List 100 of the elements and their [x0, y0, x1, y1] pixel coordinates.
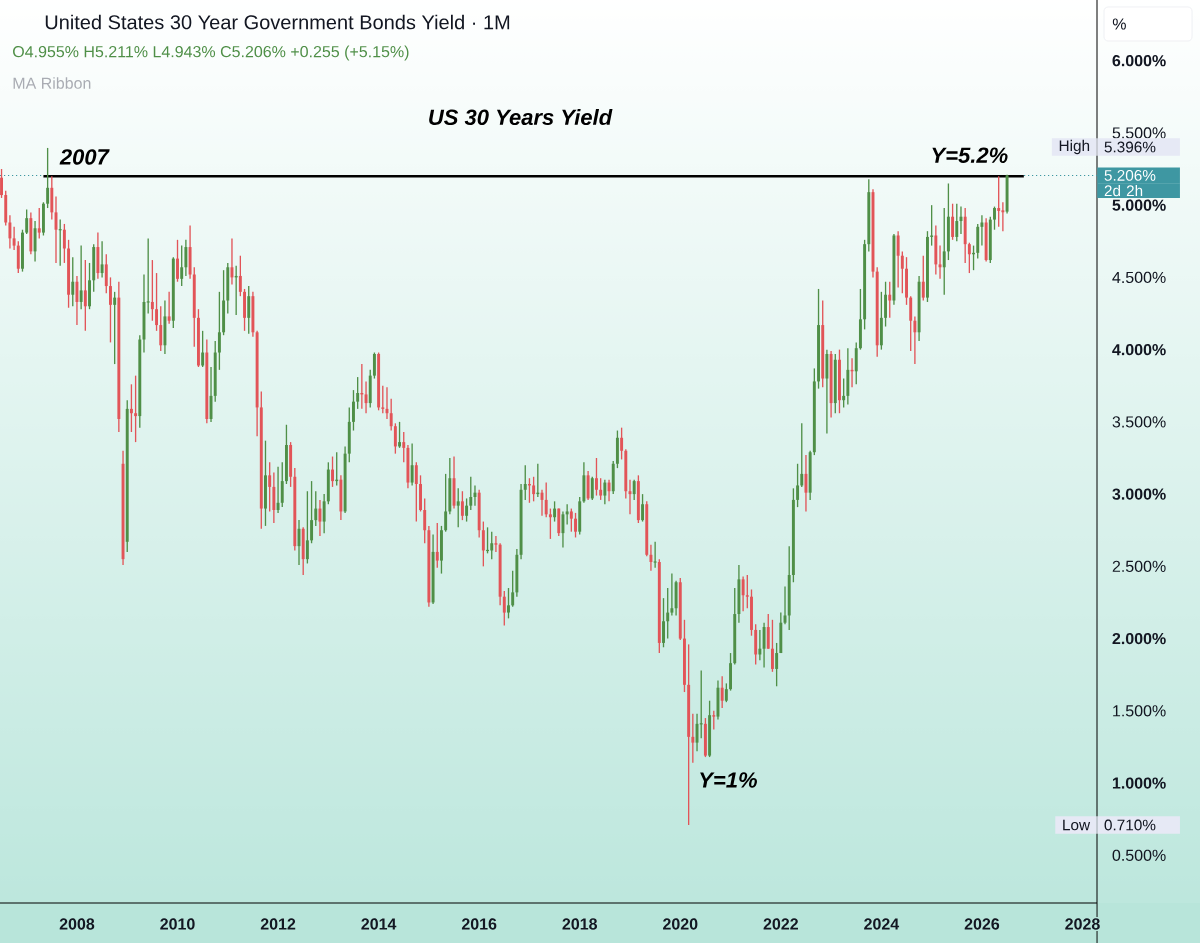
y-tick-label: 5.500% [1112, 127, 1166, 139]
x-tick-label: 2008 [59, 918, 95, 930]
candlestick [770, 619, 774, 673]
x-tick-label: 2022 [763, 918, 798, 930]
candlestick [896, 230, 900, 289]
candlestick [900, 250, 904, 294]
candlestick [632, 479, 636, 501]
candlestick [419, 474, 422, 513]
candlestick [766, 613, 770, 650]
annotation: High [1059, 139, 1090, 155]
candlestick [888, 281, 892, 319]
candlestick [595, 457, 598, 497]
candlestick [511, 570, 515, 608]
candlestick [607, 479, 611, 503]
candlestick [762, 622, 766, 669]
candlestick [364, 380, 368, 414]
text: 5.396% [1104, 141, 1156, 153]
candlestick [838, 348, 841, 414]
candlestick [724, 682, 728, 703]
y-axis-title: % [1112, 18, 1126, 30]
annotation: Low [1063, 819, 1091, 831]
y-tick-label: 2.000% [1112, 632, 1166, 645]
text: 0.710% [1104, 819, 1156, 831]
candlestick [12, 226, 16, 251]
candlestick [389, 398, 393, 432]
candlestick [750, 588, 753, 637]
candlestick [1001, 201, 1005, 232]
candlestick [905, 256, 908, 306]
y-tick-label: 3.000% [1112, 488, 1166, 500]
candlestick [662, 597, 665, 648]
y-tick-label: 2.500% [1112, 560, 1166, 573]
y-tick-label: 6.000% [1112, 55, 1166, 67]
candlestick [402, 431, 406, 463]
candlestick [109, 276, 112, 344]
candlestick [104, 253, 108, 294]
candlestick [666, 587, 670, 640]
candlestick [356, 376, 360, 410]
candlestick [150, 259, 154, 322]
candlestick [553, 500, 557, 523]
x-tick-label: 2014 [361, 918, 397, 930]
candlestick [817, 288, 820, 390]
candlestick [720, 675, 724, 709]
candlestick [469, 476, 473, 511]
text: United States 30 Year Government Bonds Yield · 1M [45, 14, 510, 30]
candlestick [134, 374, 138, 443]
x-tick-label: 2016 [461, 918, 497, 930]
candlestick [318, 499, 322, 537]
candlestick [146, 237, 150, 315]
x-tick-label: 2028 [1065, 918, 1100, 930]
candlestick [653, 541, 657, 569]
candlestick [322, 493, 326, 534]
candlestick [276, 465, 280, 514]
annotation: Y=1% [700, 772, 757, 788]
x-tick-label: 2018 [562, 918, 598, 930]
candlestick [561, 510, 565, 549]
candlestick [574, 512, 577, 539]
candlestick [33, 220, 37, 263]
x-tick-label: 2024 [864, 918, 900, 930]
candlestick [842, 377, 846, 409]
candlestick [88, 262, 91, 310]
candlestick [100, 240, 104, 279]
candlestick [217, 291, 221, 371]
candlestick [71, 256, 75, 307]
candlestick [502, 590, 506, 627]
candlestick [599, 477, 603, 501]
y-tick-label: 3.500% [1112, 416, 1166, 428]
candlestick [682, 619, 686, 693]
candlestick [25, 208, 29, 235]
candlestick [314, 490, 318, 527]
candlestick [180, 244, 184, 287]
candlestick [184, 239, 188, 277]
candlestick [649, 544, 653, 572]
candlestick [967, 242, 971, 274]
candlestick [494, 535, 498, 553]
candlestick [930, 204, 934, 247]
candlestick [372, 351, 376, 380]
candlestick [264, 439, 267, 527]
candlestick [548, 507, 552, 540]
candlestick [465, 497, 469, 523]
y-tick-label: 1.500% [1113, 705, 1166, 717]
x-tick-label: 2026 [964, 918, 1000, 930]
candlestick [280, 461, 284, 508]
candlestick [980, 214, 984, 247]
candlestick [331, 455, 334, 488]
candlestick [586, 470, 590, 501]
candlestick [196, 308, 200, 368]
candlestick [176, 239, 179, 283]
candlestick [796, 463, 800, 508]
candlestick [268, 461, 272, 513]
candlestick [490, 531, 494, 560]
y-tick-label: 5.000% [1112, 199, 1166, 211]
candlestick [854, 341, 858, 385]
candlestick [435, 522, 439, 569]
candlestick [620, 426, 624, 461]
candlestick [155, 272, 159, 332]
candlestick [79, 244, 83, 310]
candlestick [800, 422, 804, 488]
candlestick [741, 575, 745, 612]
candlestick [16, 240, 20, 274]
candlestick [305, 490, 309, 565]
